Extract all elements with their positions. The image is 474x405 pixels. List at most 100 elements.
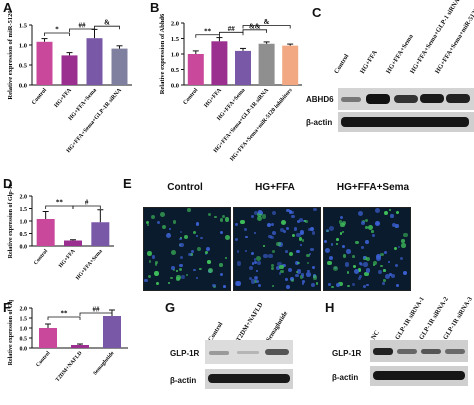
micro-title-hgffa-sema: HG+FFA+Sema (336, 182, 410, 193)
cell-nucleus (235, 238, 239, 242)
cell-nucleus (375, 253, 381, 259)
category-label: HG+FFA+Sema+GLP-1R siRNA (66, 87, 124, 154)
cell-nucleus (270, 264, 274, 268)
cell-nucleus (346, 284, 350, 288)
cell-nucleus (361, 220, 366, 225)
cell-nucleus (328, 282, 331, 286)
cell-nucleus (368, 225, 373, 230)
cell-nucleus (366, 284, 369, 287)
cell-nucleus (184, 234, 189, 240)
panel-label-g: G (165, 300, 176, 315)
cell-nucleus (270, 235, 274, 240)
cell-nucleus (359, 262, 363, 266)
cell-nucleus (360, 245, 364, 249)
cell-nucleus (295, 273, 299, 277)
cell-nucleus (395, 224, 399, 228)
cell-nucleus (298, 237, 303, 241)
panel-label-e: E (123, 176, 132, 191)
significance-bracket (195, 34, 220, 38)
cell-nucleus (254, 210, 259, 215)
cell-nucleus (306, 272, 311, 277)
cell-nucleus (380, 264, 384, 268)
cell-nucleus (291, 214, 295, 219)
y-tick-label: 0.5 (20, 232, 28, 238)
cell-nucleus (291, 233, 295, 237)
cell-nucleus (282, 229, 287, 233)
cell-nucleus (355, 241, 359, 245)
cell-nucleus (214, 216, 217, 219)
cell-nucleus (375, 208, 381, 214)
cell-nucleus (240, 219, 245, 225)
band-label-glp1r-g: GLP-1R (170, 349, 200, 358)
cell-nucleus (364, 271, 369, 276)
cell-nucleus (375, 220, 381, 226)
band-label-beta-actin-g: β-actin (170, 376, 197, 385)
y-tick-label: 1.5 (19, 23, 28, 30)
cell-nucleus (301, 273, 304, 276)
cell-nucleus (312, 275, 318, 280)
cell-nucleus (161, 224, 167, 230)
cell-nucleus (378, 269, 383, 274)
bar (36, 219, 55, 246)
cell-nucleus (150, 215, 155, 220)
cell-nucleus (220, 230, 224, 234)
bar (64, 240, 82, 246)
cell-nucleus (179, 263, 184, 268)
cell-nucleus (267, 234, 272, 239)
cell-nucleus (205, 251, 209, 254)
significance-mark: && (249, 22, 261, 30)
lane-label: T2DM+NAFLD (235, 301, 265, 343)
cell-nucleus (310, 283, 315, 287)
cell-nucleus (313, 208, 317, 212)
category-label: HG+FFA (54, 87, 74, 109)
cell-nucleus (224, 217, 230, 222)
cell-nucleus (401, 243, 406, 248)
micro-title-control: Control (167, 182, 203, 193)
lane-label: HG+FFA+Sema+GLP-1 siRNA (409, 0, 462, 76)
bar-chart-mir5120: 0.0 0.5 1.0 1.5 Relative expression of miR-5… (7, 10, 132, 154)
cell-nucleus (342, 254, 347, 258)
cell-nucleus (391, 222, 396, 227)
y-tick-label: 1.5 (171, 36, 180, 43)
cell-nucleus (160, 211, 165, 217)
cell-nucleus (358, 274, 363, 279)
cell-nucleus (383, 211, 388, 215)
category-label: Control (182, 87, 199, 106)
cell-nucleus (342, 221, 347, 226)
cell-nucleus (290, 210, 295, 215)
cell-nucleus (208, 213, 212, 217)
cell-nucleus (310, 247, 314, 251)
blot-strip-abhd6 (338, 88, 474, 110)
cell-nucleus (285, 226, 289, 231)
cell-nucleus (363, 284, 367, 288)
cell-nucleus (257, 284, 261, 288)
cell-nucleus (245, 235, 248, 239)
cell-nucleus (311, 265, 316, 270)
cell-nucleus (372, 263, 376, 267)
cell-nucleus (390, 214, 394, 218)
cell-nucleus (306, 269, 310, 273)
cell-nucleus (271, 222, 275, 226)
y-tick-label: 0.5 (20, 337, 28, 343)
cell-nucleus (357, 210, 363, 216)
y-tick-label: 1.0 (20, 220, 28, 226)
y-tick-label: 0.5 (19, 63, 28, 70)
cell-nucleus (219, 263, 223, 267)
cell-nucleus (148, 260, 152, 264)
significance-mark: ## (79, 22, 87, 30)
cell-nucleus (207, 260, 211, 264)
y-tick-label: 0.0 (20, 347, 28, 353)
bar (282, 45, 299, 85)
panel-label-a: A (3, 0, 13, 15)
cell-nucleus (257, 211, 263, 217)
cell-nucleus (363, 256, 367, 259)
cell-nucleus (296, 261, 300, 265)
cell-nucleus (327, 261, 332, 266)
cell-nucleus (268, 254, 273, 259)
significance-mark: ** (56, 199, 64, 207)
cell-nucleus (200, 236, 204, 240)
significance-mark: & (104, 19, 110, 27)
cell-nucleus (339, 216, 343, 219)
cell-nucleus (306, 261, 310, 265)
cell-nucleus (381, 282, 385, 286)
